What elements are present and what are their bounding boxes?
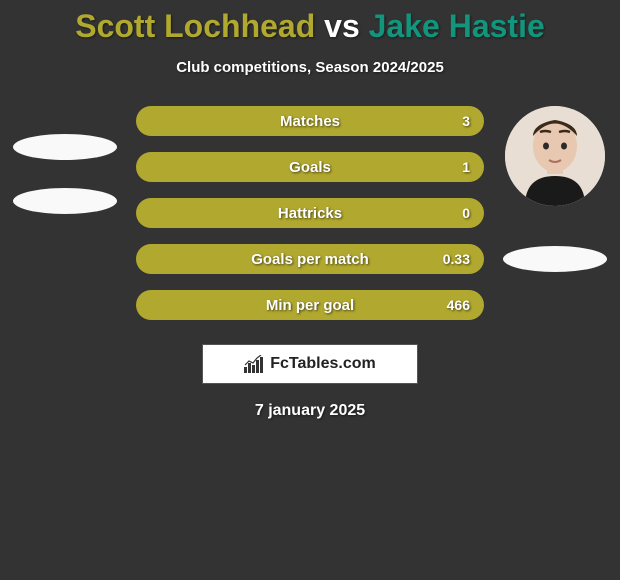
date-text: 7 january 2025: [0, 402, 620, 420]
stat-label: Min per goal: [266, 297, 354, 314]
player1-column: [6, 106, 124, 214]
stat-bar: Hattricks 0: [136, 198, 484, 228]
stat-value-right: 466: [447, 297, 470, 313]
player1-ellipse-2: [13, 188, 117, 214]
stat-bar: Goals per match 0.33: [136, 244, 484, 274]
stat-label: Goals: [289, 159, 331, 176]
stat-label: Hattricks: [278, 205, 342, 222]
stat-bar: Min per goal 466: [136, 290, 484, 320]
player2-column: [496, 106, 614, 272]
player2-name: Jake Hastie: [369, 8, 545, 44]
stat-value-right: 3: [462, 113, 470, 129]
subtitle-text: Club competitions, Season 2024/2025: [0, 59, 620, 76]
stat-value-right: 0.33: [443, 251, 470, 267]
logo-text: FcTables.com: [270, 355, 376, 373]
stat-label: Goals per match: [251, 251, 369, 268]
comparison-title: Scott Lochhead vs Jake Hastie: [0, 0, 620, 45]
stats-column: Matches 3 Goals 1 Hattricks 0 Goals per match 0…: [124, 106, 496, 336]
stat-value-right: 0: [462, 205, 470, 221]
stat-value-right: 1: [462, 159, 470, 175]
content-row: Matches 3 Goals 1 Hattricks 0 Goals per match 0…: [0, 106, 620, 336]
chart-icon: [244, 355, 264, 373]
stat-bar: Goals 1: [136, 152, 484, 182]
player2-avatar: [505, 106, 605, 206]
avatar-placeholder-icon: [505, 106, 605, 206]
player1-ellipse-1: [13, 134, 117, 160]
stat-bar: Matches 3: [136, 106, 484, 136]
fctables-logo[interactable]: FcTables.com: [202, 344, 418, 384]
vs-word: vs: [324, 8, 360, 44]
player2-ellipse: [503, 246, 607, 272]
stat-label: Matches: [280, 113, 340, 130]
player1-name: Scott Lochhead: [75, 8, 315, 44]
